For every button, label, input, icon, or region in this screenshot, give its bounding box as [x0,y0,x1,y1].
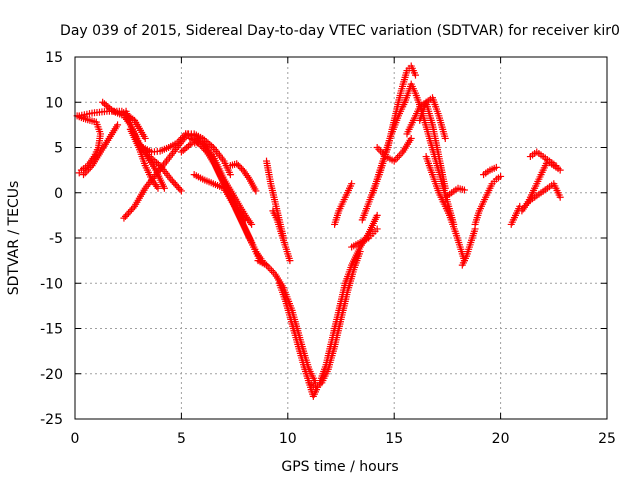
series-arc23 [369,98,409,197]
data-point [373,211,381,219]
data-point [114,121,122,129]
y-tick-label: -20 [40,367,63,383]
x-tick-label: 5 [177,431,186,447]
data-point [252,187,260,195]
data-point-interp [377,147,385,155]
series-arc21 [348,225,381,251]
data-point-interp [121,212,129,220]
data-point [407,134,415,142]
data-point-interp [266,265,274,273]
data-point [552,162,560,170]
data-point [441,134,449,142]
series-arc24 [373,134,415,165]
y-axis-label: SDTVAR / TECUs [6,181,22,296]
series-arc36 [526,148,560,170]
data-point-interp [395,152,403,160]
y-tick-label: -5 [49,231,63,247]
series-arc7 [139,130,234,179]
series-arc32 [471,172,505,228]
series-arc31 [441,184,468,201]
series-arc6 [120,130,192,222]
series-arc27 [416,94,449,142]
data-point [556,166,564,174]
x-tick-label: 10 [279,431,297,447]
chart-title: Day 039 of 2015, Sidereal Day-to-day VTE… [60,23,620,39]
data-points [73,62,564,400]
data-point-interp [129,204,137,212]
series-arc26 [403,98,449,192]
series-arc30 [458,225,479,269]
data-point [348,180,356,188]
data-point [556,193,564,201]
series-arc11 [186,134,266,265]
data-point-interp [128,206,136,214]
data-point [373,225,381,233]
data-point-interp [171,180,179,188]
axis-ticks: 0 5 10 15 20 25 -25 -20 -15 -10 -5 0 5 10 15 [40,50,616,447]
data-point [248,220,256,228]
data-point [167,175,175,183]
series-arc29 [439,198,468,265]
data-point [460,186,468,194]
y-tick-label: 0 [54,186,63,202]
series-arc12 [190,171,249,224]
data-point [373,144,381,151]
series-arc33 [480,163,500,179]
data-point [141,134,149,142]
data-point-interp [125,209,133,217]
x-tick-label: 25 [598,431,616,447]
y-tick-label: -10 [40,276,63,292]
series-arc19 [316,211,381,387]
series-arc15 [269,207,294,265]
x-tick-label: 0 [71,431,80,447]
data-point-interp [170,179,178,187]
y-tick-label: -15 [40,322,63,338]
data-point [286,257,294,265]
x-tick-label: 20 [492,431,510,447]
y-tick-label: 5 [54,141,63,157]
x-tick-label: 15 [385,431,403,447]
series-arc13 [226,160,260,195]
data-point-interp [168,177,176,185]
data-point-interp [268,267,276,275]
grid [75,57,607,419]
data-point-interp [392,155,400,163]
series-arc20 [331,180,356,228]
data-point [241,216,249,224]
series-arc10 [182,130,271,269]
data-point-interp [126,207,134,215]
series-arc37 [524,180,564,206]
data-point-interp [176,185,184,193]
data-point [177,187,185,195]
data-point [233,160,241,168]
data-point [160,184,168,192]
data-point [154,184,162,192]
y-tick-label: 15 [45,50,63,66]
series-arc16 [254,257,319,387]
data-point-interp [174,184,182,192]
data-point-interp [123,211,131,219]
data-point [441,184,449,192]
data-point-interp [234,161,242,169]
x-axis-label: GPS time / hours [281,459,398,475]
data-point [75,169,83,177]
data-point-interp [375,145,383,153]
data-point-interp [236,163,244,171]
y-tick-label: 10 [45,95,63,111]
y-tick-label: -25 [40,412,63,428]
data-point [411,71,419,79]
data-point [226,171,234,179]
series-arc2 [80,121,122,179]
series-arc34 [507,202,524,228]
data-point [497,172,505,180]
series-arc8 [126,125,162,192]
data-point-interp [173,182,181,190]
series-arc14 [263,157,288,242]
data-point [492,163,500,171]
data-point [120,214,128,222]
